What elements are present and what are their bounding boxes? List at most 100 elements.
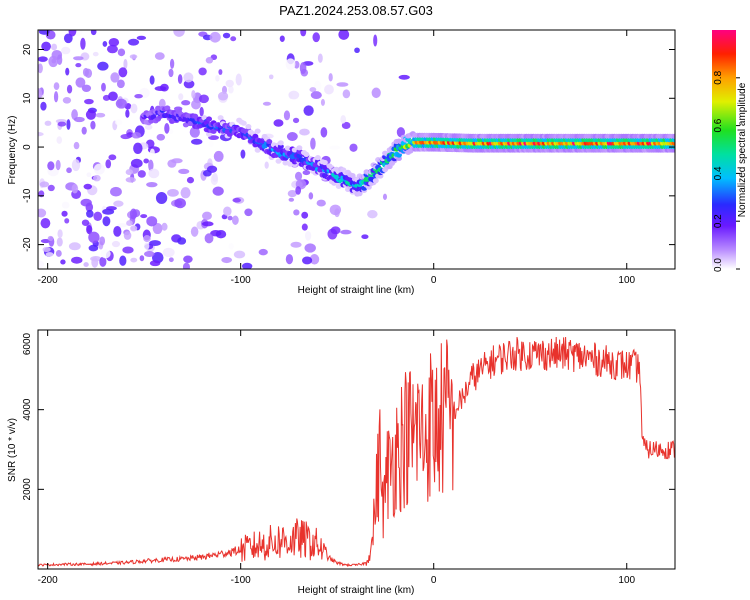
- spectrogram-cell: [137, 170, 146, 178]
- spectrogram-cell: [71, 159, 81, 172]
- spectrogram-cell: [38, 63, 43, 74]
- spectrogram-cell: [129, 208, 137, 220]
- spectrogram-cell: [288, 197, 295, 202]
- spectrogram-cell: [264, 161, 269, 169]
- spectrogram-cell: [71, 183, 79, 194]
- spectrogram-cell: [84, 98, 94, 105]
- spectrogram-cell: [51, 43, 58, 51]
- spectrogram-cell: [99, 256, 107, 267]
- spectrogram-cell: [299, 128, 310, 136]
- spectrogram-cell: [75, 77, 86, 88]
- spectrogram-cell: [126, 220, 133, 227]
- spectrogram-cell: [61, 46, 71, 55]
- spectrogram-cell: [101, 82, 106, 92]
- spectrogram-cell: [294, 171, 303, 181]
- spectrogram-cell: [144, 242, 150, 250]
- spectrogram-cell: [329, 204, 342, 216]
- spectrogram-cell: [340, 229, 352, 235]
- y-tick-label: 0: [22, 144, 33, 150]
- spectrogram-cell: [74, 30, 83, 37]
- spectrogram-cell: [227, 215, 233, 221]
- snr-series-line: [38, 336, 675, 568]
- spectrogram-cell: [321, 159, 328, 166]
- spectrogram-cell: [86, 225, 93, 235]
- spectrogram-cell: [164, 123, 170, 134]
- spectrogram-cell: [186, 176, 195, 184]
- spectrogram-cell: [47, 235, 54, 241]
- spectrogram-cell: [136, 35, 147, 41]
- spectrogram-cell: [115, 98, 127, 109]
- y-tick-label: -10: [22, 188, 33, 203]
- spectrogram-cell: [85, 109, 97, 120]
- spectrogram-cell: [168, 68, 174, 78]
- spectrogram-cell: [209, 31, 221, 43]
- spectrogram-cell: [123, 58, 128, 70]
- spectrogram-cell: [171, 158, 183, 164]
- spectrogram-cell: [201, 221, 214, 227]
- spectrogram-cell: [302, 256, 313, 265]
- spectrogram-cell: [92, 51, 99, 57]
- spectrogram-cell: [304, 243, 316, 253]
- spectrogram-cell: [208, 135, 220, 141]
- spectrogram-cell: [155, 105, 162, 111]
- spectrogram-cell: [130, 103, 138, 114]
- spectrogram-cell: [131, 131, 142, 139]
- spectrogram-cell: [47, 184, 55, 192]
- spectrogram-cell: [301, 223, 308, 231]
- spectrogram-frame: [37, 29, 676, 270]
- spectrogram-cell: [189, 126, 200, 138]
- spectrogram-y-ticks: -20 -10 0 10 20: [22, 44, 675, 252]
- spectrogram-cell: [285, 254, 294, 265]
- spectrogram-cell: [349, 143, 358, 152]
- spectrogram-cell: [223, 206, 232, 216]
- spectrogram-cell: [304, 230, 312, 241]
- spectrogram-cell: [116, 79, 125, 89]
- spectrogram-cell: [81, 84, 92, 92]
- spectrogram-cell: [168, 257, 174, 263]
- spectrogram-cell: [61, 201, 70, 209]
- spectrogram-cell: [221, 256, 233, 264]
- spectrogram-cell: [373, 34, 378, 47]
- spectrogram-cell: [86, 172, 92, 178]
- spectrogram-cell: [292, 117, 300, 124]
- spectrogram-cell: [301, 211, 309, 219]
- spectrogram-cell: [144, 124, 153, 130]
- spectrogram-cell: [118, 67, 128, 78]
- spectrogram-cell: [273, 119, 284, 127]
- x-tick-label: -200: [38, 275, 58, 286]
- spectrogram-cell: [338, 30, 350, 40]
- spectrogram-cell: [361, 234, 369, 240]
- spectrogram-cell: [68, 242, 81, 251]
- spectrogram-cell: [336, 82, 349, 87]
- y-tick-label: 2000: [22, 478, 33, 501]
- spectrogram-cell: [254, 147, 261, 153]
- spectrogram-cell: [129, 54, 138, 59]
- spectrogram-cell: [86, 209, 94, 218]
- spectrogram-cell: [102, 41, 108, 47]
- spectrogram-cell: [38, 208, 47, 218]
- spectrogram-cell: [212, 186, 224, 196]
- spectrogram-cell: [66, 167, 72, 174]
- spectrogram-cell: [222, 32, 231, 39]
- spectrogram-cell: [177, 237, 187, 245]
- spectrogram-cell: [66, 84, 73, 94]
- spectrogram-cell: [130, 158, 143, 168]
- spectrogram-cell: [66, 119, 71, 130]
- spectrogram-cell: [354, 47, 360, 54]
- spectrogram-cell: [113, 200, 124, 207]
- spectrogram-cell: [123, 231, 132, 240]
- colorbar-label: Normalized spectral amplitude: [737, 82, 748, 217]
- snr-y-ticks: 2000 4000 6000: [22, 329, 675, 501]
- x-tick-label: -200: [38, 575, 58, 586]
- spectrogram-cell: [287, 189, 297, 198]
- spectrogram-cell: [118, 240, 124, 249]
- spectrogram-cell: [102, 216, 111, 227]
- spectrogram-cell: [295, 186, 302, 195]
- spectrogram-cell: [53, 91, 59, 103]
- spectrogram-cell: [296, 145, 303, 151]
- spectrogram-cell: [206, 116, 213, 122]
- spectrogram-cell: [125, 109, 130, 118]
- spectrogram-cell: [148, 168, 160, 179]
- spectrogram-cell: [91, 257, 99, 268]
- spectrogram-cell: [310, 137, 316, 150]
